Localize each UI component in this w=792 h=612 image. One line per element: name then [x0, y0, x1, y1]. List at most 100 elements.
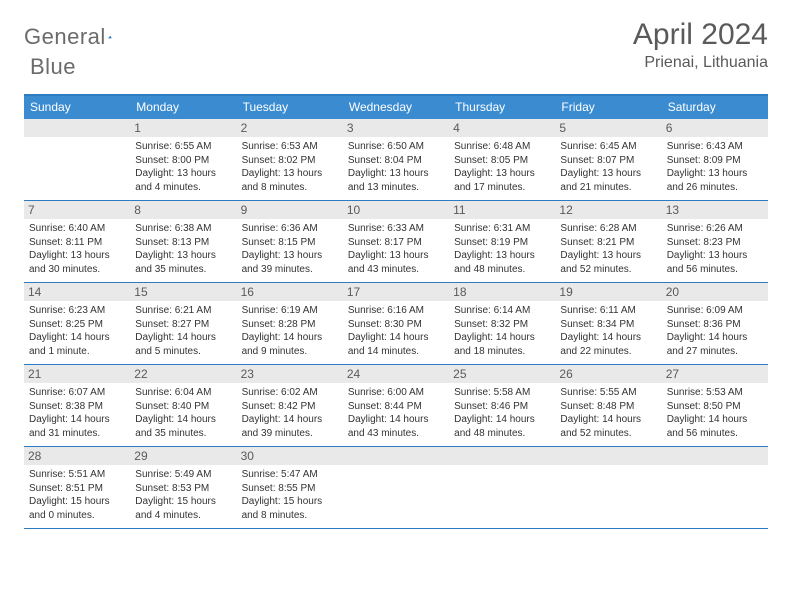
daylight-line1: Daylight: 14 hours	[667, 413, 763, 427]
day-number: 1	[130, 119, 236, 137]
daylight-line2: and 39 minutes.	[242, 263, 338, 277]
day-number: 13	[662, 201, 768, 219]
day-number: 28	[24, 447, 130, 465]
sunset-line: Sunset: 8:32 PM	[454, 318, 550, 332]
day-header-cell: Friday	[555, 96, 661, 119]
sunset-line: Sunset: 8:55 PM	[242, 482, 338, 496]
daylight-line2: and 8 minutes.	[242, 181, 338, 195]
day-number: 6	[662, 119, 768, 137]
daylight-line2: and 30 minutes.	[29, 263, 125, 277]
week-row: 21Sunrise: 6:07 AMSunset: 8:38 PMDayligh…	[24, 365, 768, 447]
daylight-line2: and 31 minutes.	[29, 427, 125, 441]
sunrise-line: Sunrise: 6:02 AM	[242, 386, 338, 400]
daylight-line2: and 56 minutes.	[667, 427, 763, 441]
day-cell	[449, 447, 555, 528]
sunrise-line: Sunrise: 6:38 AM	[135, 222, 231, 236]
daylight-line2: and 35 minutes.	[135, 263, 231, 277]
day-number: 11	[449, 201, 555, 219]
day-cell: 21Sunrise: 6:07 AMSunset: 8:38 PMDayligh…	[24, 365, 130, 446]
sunrise-line: Sunrise: 5:51 AM	[29, 468, 125, 482]
day-header-row: SundayMondayTuesdayWednesdayThursdayFrid…	[24, 96, 768, 119]
sunrise-line: Sunrise: 6:40 AM	[29, 222, 125, 236]
daylight-line1: Daylight: 13 hours	[135, 167, 231, 181]
day-number: 5	[555, 119, 661, 137]
day-number	[24, 119, 130, 137]
week-row: 1Sunrise: 6:55 AMSunset: 8:00 PMDaylight…	[24, 119, 768, 201]
day-cell: 6Sunrise: 6:43 AMSunset: 8:09 PMDaylight…	[662, 119, 768, 200]
day-cell	[662, 447, 768, 528]
day-cell: 16Sunrise: 6:19 AMSunset: 8:28 PMDayligh…	[237, 283, 343, 364]
sunrise-line: Sunrise: 6:53 AM	[242, 140, 338, 154]
day-number	[449, 447, 555, 465]
daylight-line1: Daylight: 13 hours	[454, 249, 550, 263]
daylight-line2: and 43 minutes.	[348, 263, 444, 277]
sunset-line: Sunset: 8:00 PM	[135, 154, 231, 168]
daylight-line2: and 39 minutes.	[242, 427, 338, 441]
sunrise-line: Sunrise: 6:09 AM	[667, 304, 763, 318]
day-header-cell: Sunday	[24, 96, 130, 119]
day-cell: 30Sunrise: 5:47 AMSunset: 8:55 PMDayligh…	[237, 447, 343, 528]
daylight-line2: and 43 minutes.	[348, 427, 444, 441]
sunset-line: Sunset: 8:30 PM	[348, 318, 444, 332]
daylight-line1: Daylight: 14 hours	[29, 413, 125, 427]
sunset-line: Sunset: 8:05 PM	[454, 154, 550, 168]
daylight-line1: Daylight: 13 hours	[667, 167, 763, 181]
sunrise-line: Sunrise: 6:55 AM	[135, 140, 231, 154]
daylight-line2: and 0 minutes.	[29, 509, 125, 523]
sunrise-line: Sunrise: 6:28 AM	[560, 222, 656, 236]
day-number	[343, 447, 449, 465]
day-header-cell: Monday	[130, 96, 236, 119]
sunset-line: Sunset: 8:28 PM	[242, 318, 338, 332]
sunset-line: Sunset: 8:42 PM	[242, 400, 338, 414]
day-cell	[343, 447, 449, 528]
day-number: 10	[343, 201, 449, 219]
sunset-line: Sunset: 8:19 PM	[454, 236, 550, 250]
sunrise-line: Sunrise: 6:31 AM	[454, 222, 550, 236]
day-cell: 17Sunrise: 6:16 AMSunset: 8:30 PMDayligh…	[343, 283, 449, 364]
daylight-line2: and 8 minutes.	[242, 509, 338, 523]
daylight-line1: Daylight: 14 hours	[135, 413, 231, 427]
day-number: 29	[130, 447, 236, 465]
sunset-line: Sunset: 8:13 PM	[135, 236, 231, 250]
brand-word2: Blue	[30, 54, 76, 80]
day-cell	[24, 119, 130, 200]
daylight-line1: Daylight: 14 hours	[135, 331, 231, 345]
day-cell: 12Sunrise: 6:28 AMSunset: 8:21 PMDayligh…	[555, 201, 661, 282]
day-number: 16	[237, 283, 343, 301]
logo-triangle-icon	[108, 29, 112, 45]
day-cell: 25Sunrise: 5:58 AMSunset: 8:46 PMDayligh…	[449, 365, 555, 446]
day-number: 18	[449, 283, 555, 301]
day-cell: 9Sunrise: 6:36 AMSunset: 8:15 PMDaylight…	[237, 201, 343, 282]
sunrise-line: Sunrise: 6:26 AM	[667, 222, 763, 236]
day-number: 17	[343, 283, 449, 301]
day-number: 8	[130, 201, 236, 219]
day-cell: 22Sunrise: 6:04 AMSunset: 8:40 PMDayligh…	[130, 365, 236, 446]
daylight-line2: and 5 minutes.	[135, 345, 231, 359]
daylight-line1: Daylight: 13 hours	[348, 167, 444, 181]
daylight-line2: and 48 minutes.	[454, 427, 550, 441]
day-cell: 27Sunrise: 5:53 AMSunset: 8:50 PMDayligh…	[662, 365, 768, 446]
day-cell: 14Sunrise: 6:23 AMSunset: 8:25 PMDayligh…	[24, 283, 130, 364]
sunset-line: Sunset: 8:53 PM	[135, 482, 231, 496]
sunrise-line: Sunrise: 6:50 AM	[348, 140, 444, 154]
day-cell: 2Sunrise: 6:53 AMSunset: 8:02 PMDaylight…	[237, 119, 343, 200]
day-cell: 3Sunrise: 6:50 AMSunset: 8:04 PMDaylight…	[343, 119, 449, 200]
sunset-line: Sunset: 8:46 PM	[454, 400, 550, 414]
daylight-line2: and 13 minutes.	[348, 181, 444, 195]
week-row: 7Sunrise: 6:40 AMSunset: 8:11 PMDaylight…	[24, 201, 768, 283]
sunrise-line: Sunrise: 6:07 AM	[29, 386, 125, 400]
sunrise-line: Sunrise: 6:19 AM	[242, 304, 338, 318]
sunset-line: Sunset: 8:21 PM	[560, 236, 656, 250]
daylight-line1: Daylight: 14 hours	[667, 331, 763, 345]
week-row: 14Sunrise: 6:23 AMSunset: 8:25 PMDayligh…	[24, 283, 768, 365]
sunset-line: Sunset: 8:44 PM	[348, 400, 444, 414]
sunset-line: Sunset: 8:34 PM	[560, 318, 656, 332]
daylight-line1: Daylight: 14 hours	[242, 413, 338, 427]
sunset-line: Sunset: 8:04 PM	[348, 154, 444, 168]
sunset-line: Sunset: 8:15 PM	[242, 236, 338, 250]
day-cell: 20Sunrise: 6:09 AMSunset: 8:36 PMDayligh…	[662, 283, 768, 364]
brand-logo: General	[24, 24, 132, 50]
sunset-line: Sunset: 8:40 PM	[135, 400, 231, 414]
daylight-line1: Daylight: 13 hours	[29, 249, 125, 263]
day-cell: 4Sunrise: 6:48 AMSunset: 8:05 PMDaylight…	[449, 119, 555, 200]
